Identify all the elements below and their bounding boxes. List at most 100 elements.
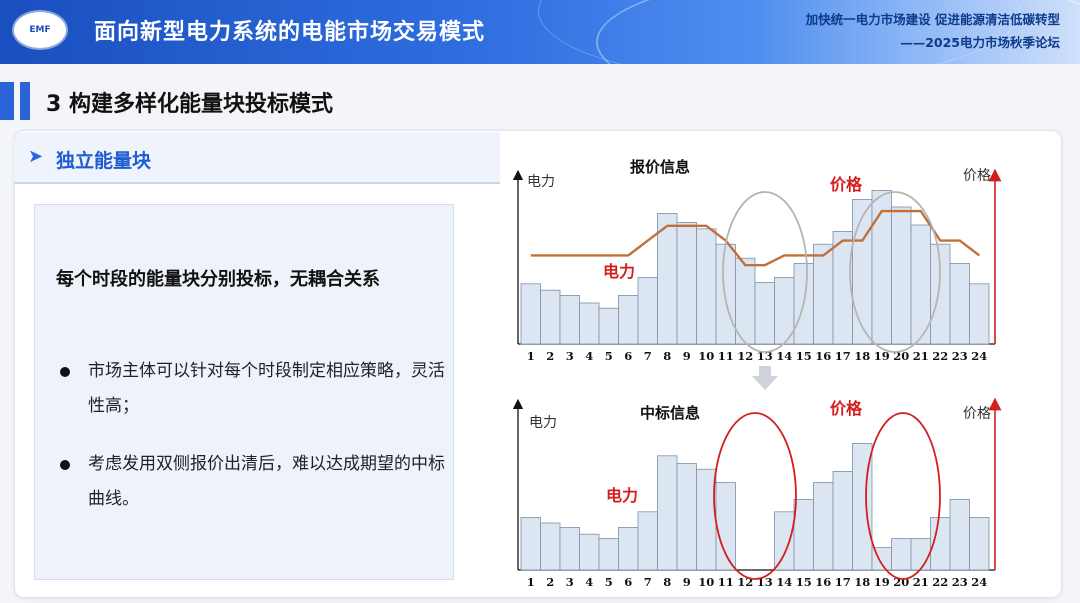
- power-bar: [754, 282, 775, 345]
- highlight-ellipse: [713, 412, 797, 580]
- power-bar: [579, 302, 600, 345]
- x-tick-label: 17: [835, 349, 851, 363]
- x-tick-label: 6: [624, 575, 632, 589]
- power-bar: [520, 283, 541, 345]
- x-tick-label: 22: [932, 349, 948, 363]
- power-bar: [852, 199, 873, 345]
- power-bar: [793, 499, 814, 571]
- x-tick-label: 6: [624, 349, 632, 363]
- x-tick-label: 9: [683, 349, 691, 363]
- subsection-title: 独立能量块: [56, 150, 152, 172]
- bullet-icon: [60, 460, 70, 470]
- power-bar: [540, 522, 561, 571]
- x-tick-label: 4: [585, 575, 593, 589]
- power-series-label: 电力: [603, 262, 635, 281]
- power-bar: [715, 482, 736, 571]
- tick-labels: 1 2 3 4 5 6 7 8 9 10 11 12 13 14 15 16 17 18 19 20 21 22 23 24: [527, 575, 988, 589]
- chart-title: 中标信息: [640, 404, 700, 422]
- power-series-label: 电力: [606, 486, 638, 505]
- x-tick-label: 4: [585, 349, 593, 363]
- x-tick-label: 8: [663, 349, 671, 363]
- subsection-divider: [14, 182, 500, 184]
- x-tick-label: 14: [776, 349, 792, 363]
- x-tick-label: 7: [644, 349, 652, 363]
- power-bar: [579, 533, 600, 571]
- right-axis-label: 价格: [963, 406, 991, 422]
- bars-group: [520, 190, 990, 345]
- x-tick-label: 11: [718, 575, 734, 589]
- power-bar: [696, 228, 717, 345]
- power-bar: [949, 499, 970, 571]
- down-arrow-icon: [752, 366, 778, 390]
- x-tick-label: 3: [566, 575, 574, 589]
- x-tick-label: 3: [566, 349, 574, 363]
- power-bar: [949, 263, 970, 345]
- x-tick-label: 16: [815, 575, 831, 589]
- x-tick-label: 5: [605, 349, 613, 363]
- x-tick-label: 8: [663, 575, 671, 589]
- description-box: [34, 204, 454, 580]
- power-bar: [676, 222, 697, 345]
- power-bar: [696, 468, 717, 571]
- price-series-label: 价格: [830, 399, 863, 418]
- lead-statement: 每个时段的能量块分别投标，无耦合关系: [56, 269, 380, 290]
- x-tick-label: 14: [776, 575, 792, 589]
- power-bar: [598, 538, 619, 571]
- power-bar: [559, 526, 580, 571]
- power-bar: [832, 231, 853, 345]
- x-tick-label: 7: [644, 575, 652, 589]
- highlight-ellipse: [849, 191, 941, 353]
- power-bar: [774, 511, 795, 571]
- header-banner: EMF 面向新型电力系统的电能市场交易模式 加快统一电力市场建设 促进能源清洁低…: [0, 0, 1080, 64]
- x-tick-label: 11: [718, 349, 734, 363]
- left-axis-label: 电力: [529, 415, 557, 431]
- x-tick-label: 24: [971, 349, 987, 363]
- highlight-ellipse: [722, 191, 808, 353]
- x-tick-label: 23: [952, 349, 968, 363]
- power-bar: [637, 511, 658, 571]
- power-bar: [969, 517, 990, 571]
- power-bar: [715, 243, 736, 345]
- x-tick-label: 21: [913, 349, 929, 363]
- left-axis-label: 电力: [527, 174, 555, 190]
- x-tick-label: 16: [815, 349, 831, 363]
- section-marker-icon: [0, 82, 14, 120]
- x-tick-label: 1: [527, 349, 535, 363]
- power-bar: [598, 307, 619, 345]
- right-axis-label: 价格: [963, 168, 991, 184]
- bars-group: [520, 443, 990, 571]
- power-bar: [520, 517, 541, 571]
- award-chart: 1 2 3 4 5 6 7 8 9 10 11 12 13 14 15 16 17 18 19 20 21 22 23 24 …: [512, 397, 1002, 589]
- power-bar: [618, 294, 639, 345]
- bullet-item: 考虑发用双侧报价出清后，难以达成期望的中标曲线。: [88, 454, 445, 509]
- x-tick-label: 2: [546, 349, 554, 363]
- logo-text: EMF: [29, 25, 51, 35]
- x-tick-label: 9: [683, 575, 691, 589]
- x-tick-label: 12: [737, 349, 753, 363]
- price-line: [530, 209, 981, 267]
- bullet-item: 市场主体可以针对每个时段制定相应策略，灵活性高；: [88, 361, 445, 416]
- power-bar: [618, 526, 639, 571]
- x-tick-label: 23: [952, 575, 968, 589]
- x-tick-label: 21: [913, 575, 929, 589]
- bullet-icon: [60, 367, 70, 377]
- emf-logo-icon: EMF: [14, 12, 66, 48]
- tick-labels: 1 2 3 4 5 6 7 8 9 10 11 12 13 14 15 16 17 18 19 20 21 22 23 24: [527, 349, 988, 363]
- x-tick-label: 22: [932, 575, 948, 589]
- power-bar: [540, 289, 561, 345]
- section-title: 3 构建多样化能量块投标模式: [46, 92, 333, 117]
- power-bar: [891, 206, 912, 345]
- page-title: 面向新型电力系统的电能市场交易模式: [94, 20, 486, 45]
- x-tick-label: 5: [605, 575, 613, 589]
- power-bar: [813, 482, 834, 571]
- highlight-ellipse: [865, 412, 941, 580]
- bid-chart: 1 2 3 4 5 6 7 8 9 10 11 12 13 14 15 16 17 18 19 20 21 22 23 24 …: [512, 158, 1002, 363]
- subsection-header: [14, 132, 500, 182]
- power-bar: [871, 190, 892, 345]
- x-tick-label: 10: [698, 575, 714, 589]
- x-tick-label: 24: [971, 575, 987, 589]
- x-tick-label: 2: [546, 575, 554, 589]
- price-series-label: 价格: [830, 175, 863, 194]
- power-bar: [637, 277, 658, 345]
- x-tick-label: 15: [796, 349, 812, 363]
